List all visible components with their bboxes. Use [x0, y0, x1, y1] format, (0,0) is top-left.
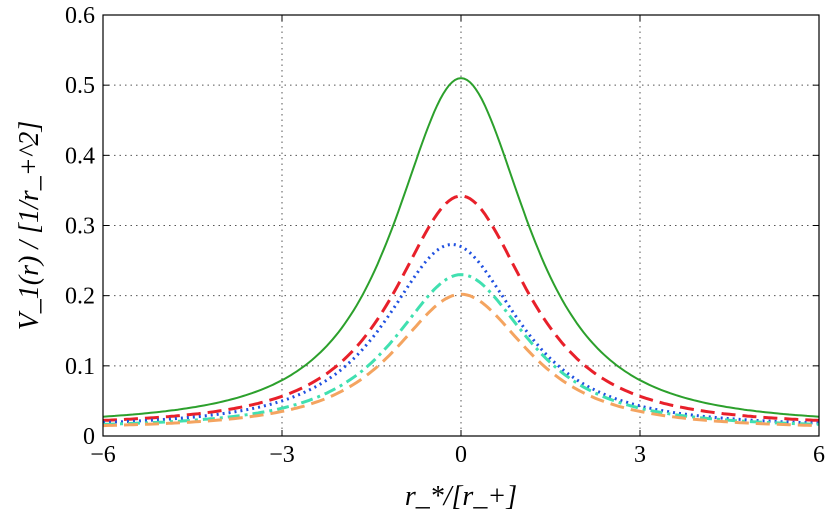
x-tick-label: 3	[634, 442, 646, 468]
x-tick-label: 6	[813, 442, 825, 468]
y-tick-label: 0.2	[65, 284, 95, 310]
y-tick-label: 0	[83, 424, 95, 450]
x-tick-label: −6	[90, 442, 116, 468]
y-tick-label: 0.6	[65, 3, 95, 29]
x-axis-label: r_*/[r_+]	[405, 481, 517, 512]
series-line-dotted	[102, 242, 820, 425]
y-tick-label: 0.1	[65, 354, 95, 380]
series-group	[102, 77, 820, 428]
y-tick-label: 0.3	[65, 214, 95, 240]
series-line-dash-dot	[102, 273, 820, 426]
series-line-dashed-orange	[102, 292, 820, 428]
y-tick-label: 0.4	[65, 143, 95, 169]
x-tick-label: −3	[269, 442, 295, 468]
y-axis-label: V_1(r) / [1/r_+^2]	[14, 121, 45, 331]
ticks	[102, 14, 820, 437]
series-line-solid	[102, 77, 820, 418]
x-tick-label: 0	[455, 442, 467, 468]
y-tick-label: 0.5	[65, 73, 95, 99]
tick-labels: −6 −3 0 3 6 0 0.1 0.2 0.3 0.4 0.5 0.6	[65, 3, 825, 468]
